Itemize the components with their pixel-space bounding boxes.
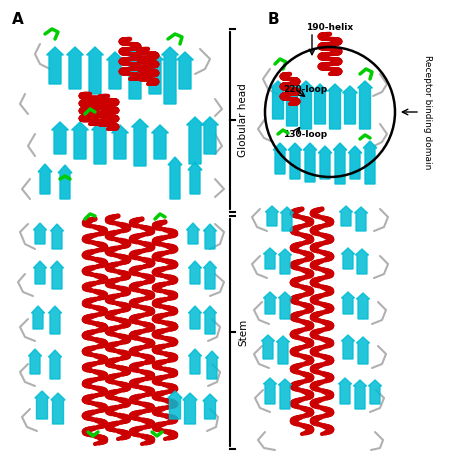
Text: 220-loop: 220-loop [283,84,327,93]
Text: Globular head: Globular head [238,83,248,157]
FancyArrow shape [328,84,342,129]
FancyArrow shape [264,292,276,314]
FancyArrow shape [276,336,290,364]
FancyArrow shape [357,81,373,129]
FancyArrow shape [356,337,370,364]
FancyArrow shape [279,292,292,319]
FancyArrow shape [67,47,83,89]
FancyArrow shape [348,146,362,179]
FancyArrow shape [28,349,42,374]
FancyArrow shape [187,117,203,164]
FancyArrow shape [35,391,49,419]
FancyArrow shape [189,349,201,374]
Text: Stem: Stem [238,319,248,346]
FancyArrow shape [52,122,68,154]
FancyArrow shape [341,335,355,359]
FancyArrow shape [152,125,168,159]
Text: 190-helix: 190-helix [306,23,354,32]
FancyArrow shape [132,119,148,166]
FancyArrow shape [91,122,109,164]
FancyArrow shape [206,351,219,379]
FancyArrow shape [354,380,366,409]
FancyArrow shape [51,393,65,424]
FancyArrow shape [281,207,293,231]
FancyArrow shape [318,146,332,179]
FancyArrow shape [48,350,62,379]
FancyArrow shape [271,81,285,119]
FancyArrow shape [273,143,287,174]
FancyArrow shape [312,84,328,124]
FancyArrow shape [355,207,367,231]
FancyArrow shape [111,125,128,159]
FancyArrow shape [279,249,292,274]
FancyArrow shape [279,379,292,409]
FancyArrow shape [363,141,377,184]
FancyArrow shape [51,261,64,289]
FancyArrow shape [203,306,217,334]
FancyArrow shape [203,394,217,419]
FancyArrow shape [186,223,200,244]
FancyArrow shape [31,306,45,329]
FancyArrow shape [162,47,178,104]
FancyArrow shape [34,223,46,244]
FancyArrow shape [264,378,276,404]
FancyArrow shape [168,391,182,419]
FancyArrow shape [303,143,317,182]
Text: A: A [12,12,24,27]
FancyArrow shape [58,165,72,199]
FancyArrow shape [188,162,202,194]
FancyArrow shape [46,47,64,84]
FancyArrow shape [284,81,300,126]
FancyArrow shape [201,117,219,154]
FancyArrow shape [299,81,313,129]
FancyArrow shape [72,122,88,159]
FancyArrow shape [87,47,103,94]
FancyArrow shape [343,86,357,124]
FancyArrow shape [333,143,347,184]
FancyArrow shape [48,306,62,334]
FancyArrow shape [203,261,217,289]
Text: 130-loop: 130-loop [283,129,327,138]
FancyArrow shape [189,261,201,284]
FancyArrow shape [341,248,355,269]
FancyArrow shape [356,249,368,274]
FancyArrow shape [38,164,52,194]
FancyArrow shape [203,224,217,249]
FancyArrow shape [177,52,193,89]
FancyArrow shape [168,157,182,199]
FancyArrow shape [127,47,144,99]
FancyArrow shape [288,143,302,179]
FancyArrow shape [183,393,197,424]
Text: Receptor binding domain: Receptor binding domain [423,55,432,169]
FancyArrow shape [368,380,382,404]
FancyArrow shape [189,306,201,329]
FancyArrow shape [339,206,353,226]
FancyArrow shape [262,335,274,359]
Text: B: B [268,12,280,27]
FancyArrow shape [51,224,64,249]
FancyArrow shape [265,206,279,226]
FancyArrow shape [264,248,276,269]
FancyArrow shape [146,52,164,94]
FancyArrow shape [34,261,46,284]
FancyArrow shape [341,292,355,314]
FancyArrow shape [107,52,123,89]
FancyArrow shape [356,293,370,319]
FancyArrow shape [338,378,352,404]
